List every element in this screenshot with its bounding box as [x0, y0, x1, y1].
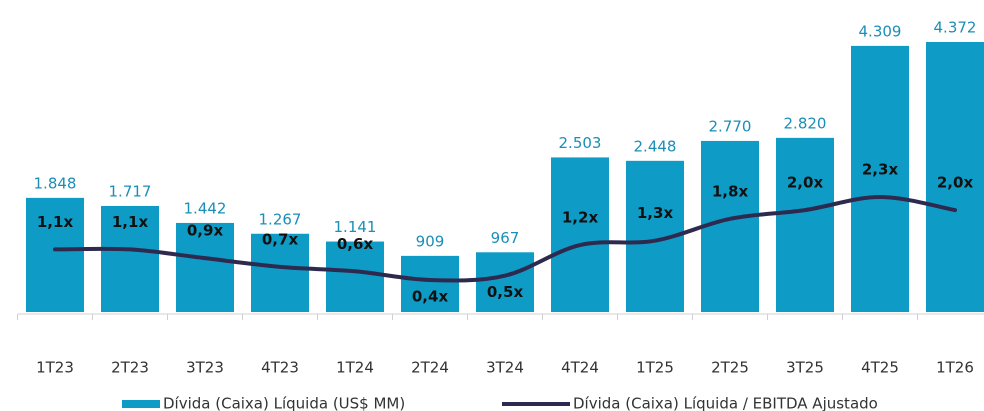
bar-value-label: 4.309 — [859, 22, 902, 40]
bar-value-label: 1.141 — [334, 218, 377, 236]
line-value-label: 1,8x — [712, 182, 749, 200]
bar — [401, 255, 459, 312]
x-tick-label: 1T25 — [636, 359, 674, 377]
bar — [101, 205, 159, 312]
bar — [776, 137, 834, 312]
bar — [326, 241, 384, 312]
line-value-label: 1,3x — [637, 204, 674, 222]
bar-value-label: 4.372 — [934, 19, 977, 37]
line-value-label: 0,9x — [187, 222, 224, 240]
bar-value-label: 967 — [491, 229, 520, 247]
line-value-label: 1,1x — [37, 213, 74, 231]
bar-value-label: 909 — [416, 232, 445, 250]
x-tick-label: 2T23 — [111, 359, 149, 377]
bar — [551, 157, 609, 312]
line-value-label: 0,4x — [412, 288, 449, 306]
x-tick-label: 4T24 — [561, 359, 599, 377]
line-value-label: 0,5x — [487, 283, 524, 301]
bar-value-label: 1.717 — [109, 182, 152, 200]
x-tick-label: 2T24 — [411, 359, 449, 377]
line-value-label: 1,1x — [112, 213, 149, 231]
x-tick-label: 2T25 — [711, 359, 749, 377]
bar — [851, 45, 909, 313]
line — [53, 194, 957, 283]
line-value-label: 1,2x — [562, 209, 599, 227]
bar-value-label: 2.820 — [784, 114, 827, 132]
bar-value-label: 1.442 — [184, 199, 227, 217]
legend-label: Dívida (Caixa) Líquida (US$ MM) — [163, 395, 405, 411]
bar-value-label: 2.448 — [634, 137, 677, 155]
bar — [926, 42, 984, 312]
x-tick-label: 3T25 — [786, 359, 824, 377]
x-tick-label: 3T24 — [486, 359, 524, 377]
bar — [701, 140, 759, 312]
bar — [26, 197, 84, 312]
line-value-label: 2,0x — [787, 174, 824, 192]
line-value-label: 2,3x — [862, 160, 899, 178]
x-tick-label: 4T25 — [861, 359, 899, 377]
bar-value-label: 1.848 — [34, 174, 77, 192]
line-value-label: 0,6x — [337, 235, 374, 253]
x-tick-label: 3T23 — [186, 359, 224, 377]
legend-swatch — [122, 400, 160, 408]
bar-value-label: 2.770 — [709, 117, 752, 135]
bar — [176, 222, 234, 312]
line-value-label: 2,0x — [937, 174, 974, 192]
x-tick-label: 1T23 — [36, 359, 74, 377]
legend-label: Dívida (Caixa) Líquida / EBITDA Ajustado — [573, 395, 878, 411]
x-tick-label: 1T26 — [936, 359, 974, 377]
x-tick-label: 1T24 — [336, 359, 374, 377]
line-value-label: 0,7x — [262, 230, 299, 248]
bar — [476, 252, 534, 312]
bar-value-label: 2.503 — [559, 134, 602, 152]
bar — [251, 233, 309, 312]
bar-value-label: 1.267 — [259, 210, 302, 228]
x-tick-label: 4T23 — [261, 359, 299, 377]
